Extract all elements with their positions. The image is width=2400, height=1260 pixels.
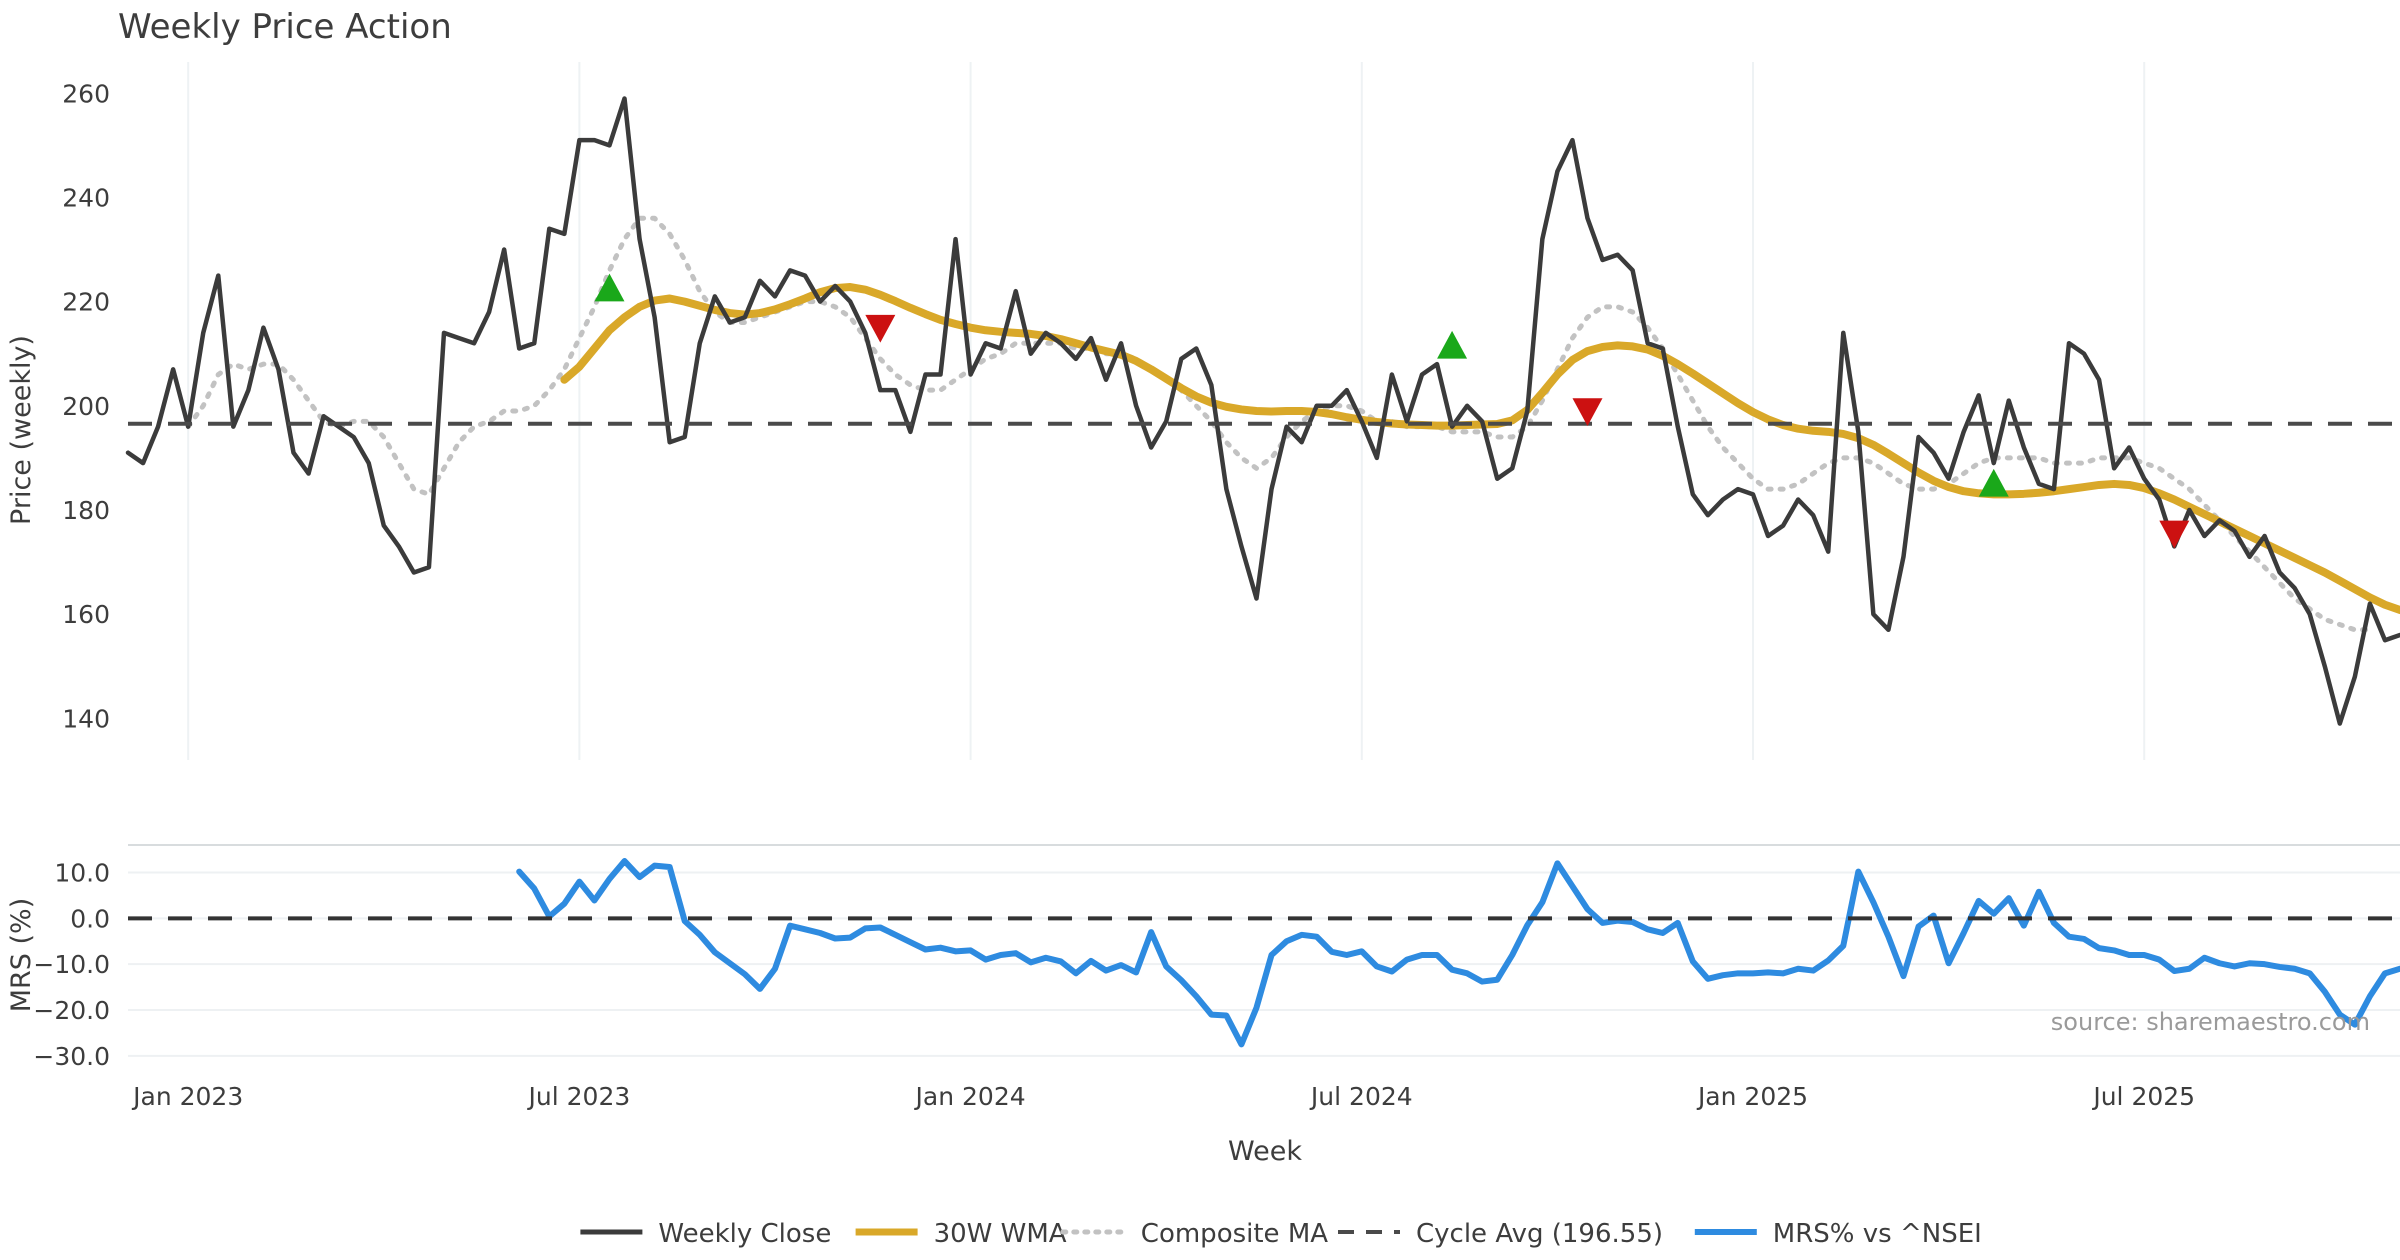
legend-label-0: Weekly Close (658, 1219, 831, 1249)
legend-label-4: MRS% vs ^NSEI (1773, 1219, 1982, 1249)
price-axis-label: Price (weekly) (6, 335, 37, 525)
x-tick-5: Jul 2025 (2091, 1082, 2195, 1111)
price-y-tick-2: 180 (62, 496, 110, 525)
x-tick-2: Jan 2024 (914, 1082, 1026, 1111)
mrs-y-tick-4: −30.0 (33, 1042, 110, 1071)
sell-marker-2 (2159, 520, 2190, 549)
price-y-tick-1: 160 (62, 600, 110, 629)
price-y-tick-0: 140 (62, 704, 110, 733)
legend-item-2[interactable]: Composite MA (1060, 1219, 1328, 1249)
buy-marker-0 (594, 273, 625, 302)
price-y-tick-4: 220 (62, 288, 110, 317)
x-tick-labels: Jan 2023 Jul 2023 Jan 2024 Jul 2024 Jan 2025… (131, 1082, 2195, 1111)
mrs-y-tick-0: 10.0 (54, 859, 110, 888)
x-axis-label: Week (1228, 1136, 1302, 1167)
legend-item-3[interactable]: Cycle Avg (196.55) (1338, 1219, 1663, 1249)
price-panel: 140 160 180 200 220 240 260 Price (weekly) (6, 62, 2400, 760)
buy-marker-2 (1978, 468, 2009, 497)
legend-item-0[interactable]: Weekly Close (580, 1219, 831, 1249)
legend-label-2: Composite MA (1141, 1219, 1328, 1249)
x-tick-3: Jul 2024 (1309, 1082, 1413, 1111)
price-y-tick-5: 240 (62, 183, 110, 212)
mrs-y-tick-labels: 10.0 0.0 −10.0 −20.0 −30.0 (33, 859, 110, 1071)
legend-item-4[interactable]: MRS% vs ^NSEI (1694, 1219, 1982, 1249)
x-tick-4: Jan 2025 (1696, 1082, 1808, 1111)
sell-marker-0 (865, 314, 896, 343)
legend-label-3: Cycle Avg (196.55) (1416, 1219, 1663, 1249)
source-watermark: source: sharemaestro.com (2051, 1008, 2370, 1036)
mrs-line (516, 858, 2400, 1048)
weekly-close-line (125, 96, 2400, 726)
x-tick-1: Jul 2023 (527, 1082, 631, 1111)
mrs-y-tick-2: −10.0 (33, 950, 110, 979)
mrs-y-tick-3: −20.0 (33, 996, 110, 1025)
legend-item-1[interactable]: 30W WMA (855, 1219, 1067, 1249)
mrs-panel: 10.0 0.0 −10.0 −20.0 −30.0 MRS (%) source: s… (6, 844, 2400, 1071)
price-y-tick-3: 200 (62, 392, 110, 421)
mrs-axis-label: MRS (%) (6, 898, 37, 1013)
sell-marker-1 (1572, 398, 1603, 426)
composite-ma-line (185, 215, 2373, 633)
chart-legend: Weekly Close 30W WMA Composite MA Cycle Avg… (580, 1219, 1982, 1249)
x-tick-0: Jan 2023 (131, 1082, 243, 1111)
price-y-tick-labels: 140 160 180 200 220 240 260 (62, 79, 110, 733)
mrs-y-tick-1: 0.0 (70, 904, 110, 933)
buy-marker-1 (1437, 330, 1468, 359)
signal-markers (594, 273, 2190, 549)
price-y-tick-6: 260 (62, 79, 110, 108)
page-title: Weekly Price Action (118, 7, 452, 47)
legend-label-1: 30W WMA (934, 1219, 1067, 1249)
